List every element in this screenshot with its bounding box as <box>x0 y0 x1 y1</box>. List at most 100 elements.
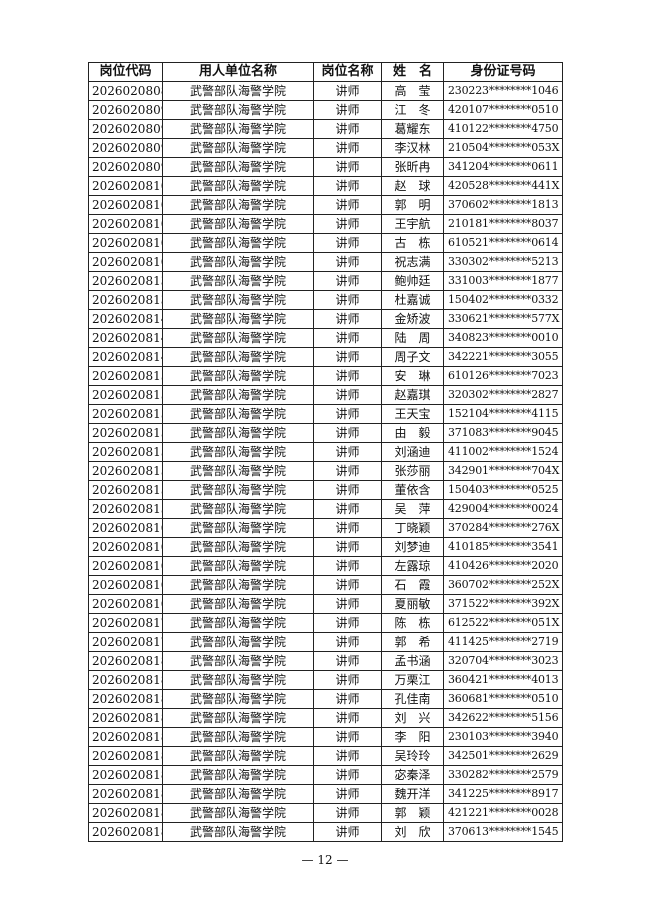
table-row: 2026020817 武警部队海警学院 讲师 郭希 411425********2719 <box>88 632 563 652</box>
cell-position-code: 2026020814 <box>88 328 163 348</box>
cell-name: 祝志满 <box>381 252 444 272</box>
name-text: 郭颖 <box>394 806 443 820</box>
cell-employer: 武警部队海警学院 <box>162 784 314 804</box>
cell-name: 吴玲玲 <box>381 746 444 766</box>
table-row: 2026020815 武警部队海警学院 讲师 张莎丽 342901********704… <box>88 461 563 481</box>
cell-employer: 武警部队海警学院 <box>162 575 314 595</box>
name-text: 夏丽敏 <box>394 597 431 611</box>
cell-id-number: 330302********5213 <box>443 252 563 272</box>
table-row: 2026020810 武警部队海警学院 讲师 古栋 610521********0614 <box>88 233 563 253</box>
cell-position-name: 讲师 <box>313 366 382 386</box>
table-row: 2026020818 武警部队海警学院 讲师 孔佳南 360681********051… <box>88 689 563 709</box>
cell-employer: 武警部队海警学院 <box>162 803 314 823</box>
cell-position-code: 2026020814 <box>88 347 163 367</box>
cell-id-number: 320302********2827 <box>443 385 563 405</box>
table-row: 2026020810 武警部队海警学院 讲师 郭明 370602********1813 <box>88 195 563 215</box>
personnel-table: 岗位代码 用人单位名称 岗位名称 姓 名 身份证号码 2026020808 武警部… <box>88 62 563 842</box>
name-text: 杜嘉诚 <box>394 293 431 307</box>
cell-id-number: 420107********0510 <box>443 100 563 120</box>
cell-position-name: 讲师 <box>313 784 382 804</box>
cell-position-name: 讲师 <box>313 461 382 481</box>
table-row: 2026020816 武警部队海警学院 讲师 石霞 360702********252X <box>88 575 563 595</box>
table-header-row: 岗位代码 用人单位名称 岗位名称 姓 名 身份证号码 <box>88 62 563 82</box>
header-position-name: 岗位名称 <box>313 62 382 82</box>
cell-id-number: 370613********1545 <box>443 822 563 842</box>
cell-employer: 武警部队海警学院 <box>162 480 314 500</box>
cell-position-code: 2026020816 <box>88 594 163 614</box>
table-row: 2026020816 武警部队海警学院 讲师 夏丽敏 371522********392… <box>88 594 563 614</box>
cell-id-number: 360702********252X <box>443 575 563 595</box>
cell-employer: 武警部队海警学院 <box>162 442 314 462</box>
cell-employer: 武警部队海警学院 <box>162 746 314 766</box>
cell-position-code: 2026020809 <box>88 100 163 120</box>
cell-id-number: 610521********0614 <box>443 233 563 253</box>
cell-id-number: 341204********0611 <box>443 157 563 177</box>
cell-id-number: 410185********3541 <box>443 537 563 557</box>
cell-id-number: 360421********4013 <box>443 670 563 690</box>
cell-position-name: 讲师 <box>313 195 382 215</box>
cell-name: 江冬 <box>381 100 444 120</box>
name-text: 周子文 <box>394 350 431 364</box>
table-row: 2026020814 武警部队海警学院 讲师 金矫波 330621********577… <box>88 309 563 329</box>
cell-name: 张莎丽 <box>381 461 444 481</box>
table-row: 2026020818 武警部队海警学院 讲师 郭颖 421221********0028 <box>88 803 563 823</box>
cell-id-number: 210181********8037 <box>443 214 563 234</box>
cell-position-code: 2026020810 <box>88 214 163 234</box>
name-text: 高莹 <box>394 84 443 98</box>
name-text: 刘欣 <box>394 825 443 839</box>
name-text: 郭希 <box>394 635 443 649</box>
cell-employer: 武警部队海警学院 <box>162 499 314 519</box>
cell-employer: 武警部队海警学院 <box>162 233 314 253</box>
cell-name: 安琳 <box>381 366 444 386</box>
table-row: 2026020818 武警部队海警学院 讲师 魏开洋 341225********891… <box>88 784 563 804</box>
name-text: 刘兴 <box>394 711 443 725</box>
cell-employer: 武警部队海警学院 <box>162 537 314 557</box>
name-text: 丁晓颖 <box>394 521 431 535</box>
table-row: 2026020814 武警部队海警学院 讲师 周子文 342221********305… <box>88 347 563 367</box>
cell-name: 金矫波 <box>381 309 444 329</box>
cell-position-code: 2026020815 <box>88 366 163 386</box>
cell-position-name: 讲师 <box>313 518 382 538</box>
cell-name: 高莹 <box>381 81 444 101</box>
cell-name: 刘欣 <box>381 822 444 842</box>
cell-position-code: 2026020815 <box>88 385 163 405</box>
cell-position-code: 2026020818 <box>88 822 163 842</box>
name-text: 郭明 <box>394 198 443 212</box>
cell-id-number: 420528********441X <box>443 176 563 196</box>
cell-name: 石霞 <box>381 575 444 595</box>
cell-employer: 武警部队海警学院 <box>162 138 314 158</box>
table-row: 2026020810 武警部队海警学院 讲师 赵球 420528********441X <box>88 176 563 196</box>
cell-position-name: 讲师 <box>313 632 382 652</box>
name-text: 左露琼 <box>394 559 431 573</box>
cell-position-name: 讲师 <box>313 233 382 253</box>
name-text: 金矫波 <box>394 312 431 326</box>
table-row: 2026020815 武警部队海警学院 讲师 赵嘉琪 320302********282… <box>88 385 563 405</box>
cell-position-name: 讲师 <box>313 290 382 310</box>
cell-employer: 武警部队海警学院 <box>162 632 314 652</box>
cell-id-number: 342221********3055 <box>443 347 563 367</box>
cell-employer: 武警部队海警学院 <box>162 214 314 234</box>
cell-position-code: 2026020809 <box>88 157 163 177</box>
cell-name: 王宇航 <box>381 214 444 234</box>
cell-position-name: 讲师 <box>313 556 382 576</box>
cell-position-code: 2026020818 <box>88 689 163 709</box>
cell-position-name: 讲师 <box>313 613 382 633</box>
table-row: 2026020818 武警部队海警学院 讲师 李阳 230103********3940 <box>88 727 563 747</box>
cell-position-code: 2026020817 <box>88 613 163 633</box>
cell-name: 王天宝 <box>381 404 444 424</box>
table-row: 2026020809 武警部队海警学院 讲师 李汉林 210504********053… <box>88 138 563 158</box>
name-text: 魏开洋 <box>394 787 431 801</box>
table-row: 2026020818 武警部队海警学院 讲师 刘兴 342622********5156 <box>88 708 563 728</box>
table-row: 2026020816 武警部队海警学院 讲师 刘梦迪 410185********354… <box>88 537 563 557</box>
table-row: 2026020813 武警部队海警学院 讲师 鲍帅廷 331003********187… <box>88 271 563 291</box>
cell-position-code: 2026020818 <box>88 784 163 804</box>
cell-position-code: 2026020816 <box>88 556 163 576</box>
cell-id-number: 340823********0010 <box>443 328 563 348</box>
cell-name: 刘涵迪 <box>381 442 444 462</box>
cell-position-name: 讲师 <box>313 214 382 234</box>
cell-position-code: 2026020810 <box>88 252 163 272</box>
cell-employer: 武警部队海警学院 <box>162 765 314 785</box>
cell-id-number: 411002********1524 <box>443 442 563 462</box>
cell-position-name: 讲师 <box>313 271 382 291</box>
cell-name: 鲍帅廷 <box>381 271 444 291</box>
